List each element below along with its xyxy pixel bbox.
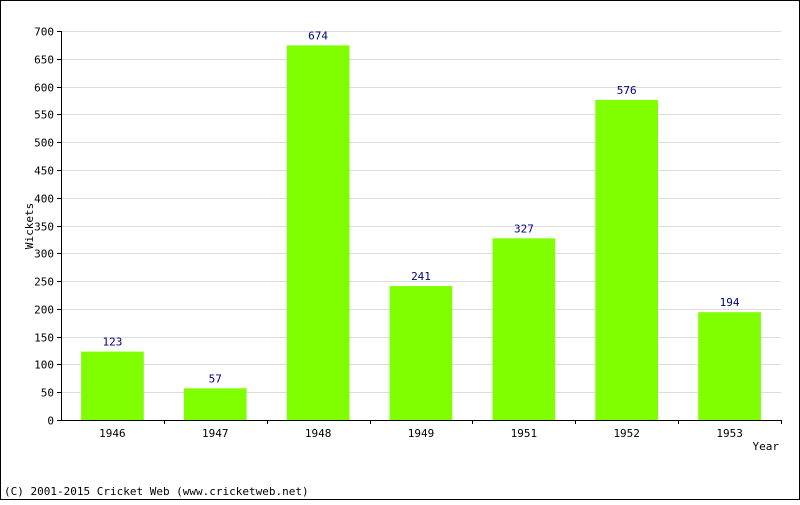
y-tick-label: 250 xyxy=(34,276,54,289)
y-tick-label: 300 xyxy=(34,248,54,261)
bar-1951 xyxy=(492,238,556,420)
y-tick-label: 400 xyxy=(34,193,54,206)
data-label: 57 xyxy=(209,372,222,385)
y-tick-label: 350 xyxy=(34,221,54,234)
y-tick-label: 550 xyxy=(34,109,54,122)
copyright-text: (C) 2001-2015 Cricket Web (www.cricketwe… xyxy=(4,485,309,498)
data-label: 576 xyxy=(617,84,637,97)
x-tick-label: 1946 xyxy=(99,427,126,440)
x-tick-label: 1952 xyxy=(613,427,640,440)
y-tick-label: 600 xyxy=(34,82,54,95)
y-tick-label: 100 xyxy=(34,359,54,372)
bar-1949 xyxy=(389,286,453,420)
x-tick-label: 1951 xyxy=(511,427,538,440)
y-tick-label: 150 xyxy=(34,332,54,345)
axes xyxy=(57,31,782,424)
x-axis-title: Year xyxy=(753,440,780,453)
bar-1952 xyxy=(595,99,658,421)
y-tick-label: 500 xyxy=(34,137,54,150)
y-tick-label: 50 xyxy=(41,387,54,400)
y-tick-labels: 0 50 100 150 200 250 300 350 400 450 500 550 600 650 7… xyxy=(34,26,54,428)
data-label: 241 xyxy=(411,270,431,283)
bar-1946 xyxy=(81,351,144,420)
data-labels: 123 57 674 241 327 576 194 xyxy=(102,29,739,385)
x-tick-label: 1949 xyxy=(408,427,435,440)
x-tick-label: 1947 xyxy=(202,427,229,440)
data-label: 194 xyxy=(720,296,740,309)
bar-1948 xyxy=(286,45,350,421)
y-tick-label: 0 xyxy=(47,415,54,428)
y-tick-label: 200 xyxy=(34,304,54,317)
x-tick-label: 1953 xyxy=(716,427,743,440)
data-label: 123 xyxy=(102,336,122,349)
grid-lines xyxy=(61,31,781,393)
data-label: 327 xyxy=(514,222,534,235)
y-tick-label: 450 xyxy=(34,165,54,178)
bar-1947 xyxy=(183,388,247,420)
data-label: 674 xyxy=(308,29,328,42)
y-axis-title: Wickets xyxy=(23,203,36,249)
bars xyxy=(81,45,761,421)
bar-1953 xyxy=(698,312,761,420)
x-tick-labels: 1946 1947 1948 1949 1951 1952 1953 xyxy=(99,427,743,440)
y-tick-label: 700 xyxy=(34,26,54,39)
x-tick-label: 1948 xyxy=(305,427,332,440)
y-tick-label: 650 xyxy=(34,54,54,67)
